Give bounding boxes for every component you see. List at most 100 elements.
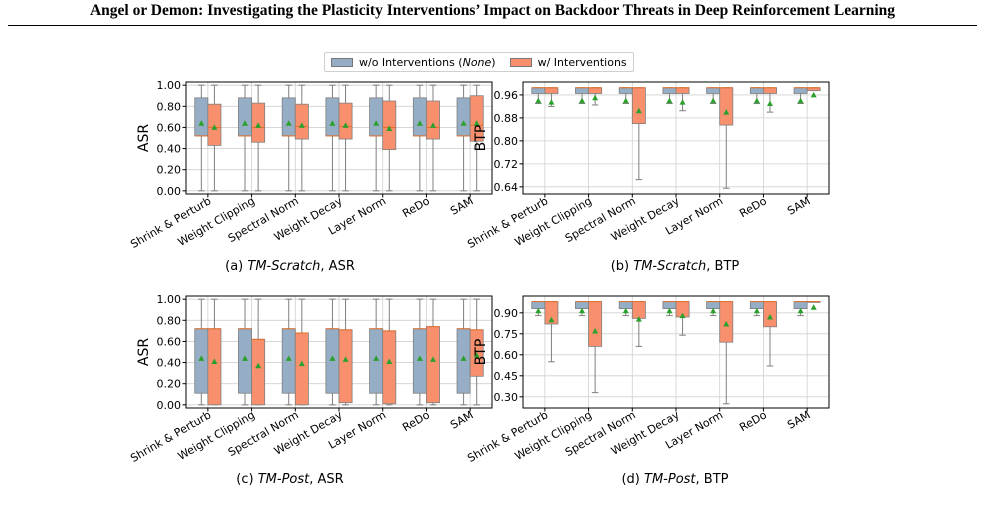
y-tick-label: 0.75	[494, 328, 519, 341]
box-body	[382, 100, 397, 151]
box-body	[426, 100, 440, 140]
box-body	[369, 328, 384, 394]
y-tick-label: 0.64	[494, 181, 519, 194]
box-intervention	[469, 84, 484, 192]
mean-marker	[535, 97, 542, 104]
box-intervention	[588, 87, 603, 106]
box-body	[618, 301, 633, 310]
y-tick-label: 0.00	[157, 399, 182, 412]
box-body	[194, 97, 209, 137]
box-intervention	[338, 84, 353, 192]
mean-marker	[460, 120, 467, 126]
mean-marker	[723, 321, 730, 327]
box-intervention	[338, 298, 353, 406]
box-body	[793, 87, 808, 94]
mean-marker	[579, 307, 586, 314]
box-baseline	[575, 87, 589, 105]
mean-marker	[298, 122, 305, 128]
box-body	[588, 301, 603, 347]
page-title: Angel or Demon: Investigating the Plasti…	[89, 2, 896, 19]
y-axis-label: ASR	[136, 124, 152, 152]
mean-marker	[810, 304, 817, 310]
box-intervention	[469, 298, 484, 406]
box-intervention	[806, 301, 821, 310]
mean-marker	[473, 352, 480, 358]
mean-marker	[723, 109, 730, 115]
box-baseline	[456, 298, 471, 406]
mean-marker	[329, 120, 336, 126]
y-tick-label: 0.30	[494, 391, 519, 404]
box-body	[588, 87, 603, 94]
y-tick-label: 0.20	[157, 378, 182, 391]
mean-marker	[679, 99, 686, 105]
mean-marker	[635, 316, 642, 322]
box-body	[338, 102, 353, 140]
box-intervention	[631, 301, 646, 347]
box-intervention	[675, 87, 690, 112]
box-body	[749, 301, 764, 310]
box-body	[207, 328, 222, 406]
box-body	[675, 87, 690, 94]
x-tick-label: SAM	[785, 408, 812, 431]
x-tick-label: Weight Clipping	[513, 408, 594, 463]
box-baseline	[412, 84, 427, 192]
box-body	[793, 301, 808, 310]
box-body	[575, 301, 589, 310]
box-baseline	[706, 87, 721, 105]
y-axis-label: ASR	[136, 338, 152, 366]
x-tick-label: ReDo	[400, 408, 432, 434]
box-body	[456, 328, 471, 394]
y-tick-label: 0.20	[157, 164, 182, 177]
x-tick-label: SAM	[785, 194, 812, 217]
legend: w/o Interventions (None) w/ Intervention…	[324, 52, 634, 72]
y-tick-label: 0.90	[494, 307, 519, 320]
mean-marker	[810, 91, 817, 98]
box-body	[575, 87, 589, 94]
box-body	[662, 87, 677, 94]
y-tick-label: 0.60	[157, 121, 182, 134]
mean-marker	[766, 314, 773, 320]
mean-marker	[255, 122, 262, 128]
mean-marker	[373, 120, 380, 126]
x-tick-label: SAM	[448, 408, 475, 431]
box-intervention	[763, 87, 777, 113]
mean-marker	[298, 360, 305, 367]
box-body	[251, 338, 266, 406]
mean-marker	[255, 362, 262, 369]
x-tick-label: ReDo	[400, 194, 432, 220]
box-baseline	[662, 301, 677, 317]
box-intervention	[251, 298, 266, 406]
box-body	[412, 97, 427, 137]
y-tick-label: 0.88	[494, 112, 519, 125]
mean-marker	[535, 307, 542, 314]
mean-marker	[460, 355, 467, 361]
box-intervention	[426, 298, 440, 406]
box-intervention	[675, 301, 690, 336]
x-tick-label: Weight Clipping	[176, 408, 257, 463]
box-baseline	[325, 84, 340, 192]
box-intervention	[631, 87, 646, 181]
box-body	[238, 97, 252, 137]
mean-marker	[548, 316, 555, 323]
box-baseline	[618, 301, 633, 317]
y-axis-label: BTP	[473, 125, 489, 152]
box-body	[631, 87, 646, 125]
mean-marker	[666, 97, 673, 104]
y-tick-label: 0.80	[494, 135, 519, 148]
mean-marker	[592, 94, 599, 101]
y-tick-label: 0.00	[157, 185, 182, 198]
mean-marker	[579, 97, 586, 104]
box-baseline	[531, 87, 546, 105]
box-baseline	[369, 298, 384, 406]
mean-marker	[710, 97, 717, 104]
mean-marker	[429, 122, 436, 128]
box-baseline	[706, 301, 721, 317]
box-baseline	[749, 87, 764, 105]
box-baseline	[281, 298, 296, 406]
box-body	[238, 328, 252, 394]
